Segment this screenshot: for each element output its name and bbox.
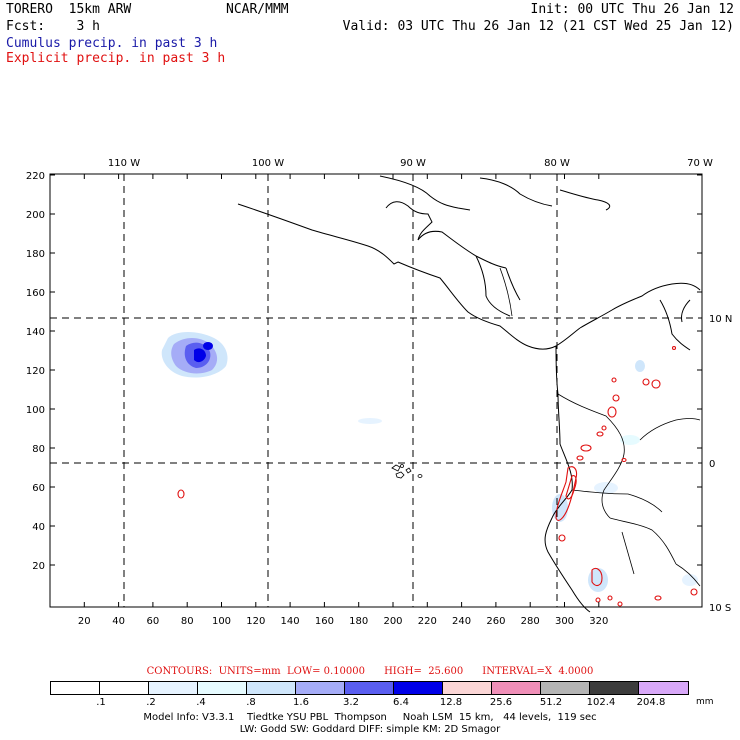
cumulus-precip-shading [161,332,698,592]
colorbar-swatch [149,682,198,694]
x-tick-label: 120 [246,616,265,627]
x-tick-label: 100 [212,616,231,627]
colorbar-label: 3.2 [343,697,359,708]
galapagos-islands [391,464,423,479]
map-frame [49,173,703,608]
lon-label-70w: 70 W [687,158,713,169]
right-lat-labels: 10 N 0 10 S [709,314,732,614]
colorbar-swatch [443,682,492,694]
y-tick-label: 180 [26,249,45,260]
init-time: Init: 00 UTC Thu 26 Jan 12 [530,2,735,17]
y-tick-label: 20 [32,561,45,572]
colorbar-unit: mm [696,697,714,707]
x-tick-label: 300 [555,616,574,627]
x-tick-label: 280 [521,616,540,627]
lat-label-10n: 10 N [709,314,732,325]
x-tick-label: 20 [78,616,91,627]
colorbar-swatch [198,682,247,694]
forecast-hour: Fcst: 3 h [6,19,100,34]
lat-label-10s: 10 S [709,603,731,614]
x-tick-label: 140 [281,616,300,627]
colorbar-swatch [590,682,639,694]
axis-ticks: 20 40 60 80 100 120 140 160 180 200 220 240 260 280 30… [26,171,702,627]
y-tick-label: 80 [32,444,45,455]
colorbar-swatch [541,682,590,694]
colorbar-label: .8 [246,697,256,708]
colorbar-label: .1 [96,697,106,708]
colorbar-swatch [247,682,296,694]
colorbar-label: .4 [196,697,206,708]
y-tick-label: 140 [26,327,45,338]
model-info-line2: LW: Godd SW: Goddard DIFF: simple KM: 2D… [239,724,501,735]
colorbar-label: 6.4 [393,697,409,708]
model-title: TORERO 15km ARW [6,2,132,17]
model-info-line1: Model Info: V3.3.1 Tiedtke YSU PBL Thomp… [143,712,597,723]
lat-label-0: 0 [709,459,715,470]
top-lon-labels: 110 W 100 W 90 W 80 W 70 W [108,158,713,169]
colorbar-swatch [51,682,100,694]
country-borders [499,267,701,587]
x-tick-label: 60 [147,616,160,627]
x-tick-label: 160 [315,616,334,627]
y-tick-label: 200 [26,210,45,221]
contour-info: CONTOURS: UNITS=mm LOW= 0.10000 HIGH= 25… [146,666,594,677]
center-name: NCAR/MMM [226,2,289,17]
lon-label-110w: 110 W [108,158,140,169]
y-tick-label: 120 [26,366,45,377]
valid-time: Valid: 03 UTC Thu 26 Jan 12 (21 CST Wed … [342,19,734,34]
x-tick-label: 200 [383,616,402,627]
colorbar-label: 25.6 [489,697,513,708]
colorbar-label: 12.8 [439,697,463,708]
x-tick-label: 320 [589,616,608,627]
legend-explicit: Explicit precip. in past 3 h [6,51,226,66]
lat-lon-grid [50,174,702,607]
y-tick-label: 100 [26,405,45,416]
colorbar [50,681,689,695]
coastlines [237,175,701,613]
explicit-precip-contours [177,345,698,607]
x-tick-label: 240 [452,616,471,627]
colorbar-label: 204.8 [636,697,666,708]
lon-label-90w: 90 W [400,158,426,169]
x-tick-label: 80 [181,616,194,627]
legend-cumulus: Cumulus precip. in past 3 h [6,36,218,51]
y-tick-label: 160 [26,288,45,299]
precip-map: 110 W 100 W 90 W 80 W 70 W 10 N 0 10 S [26,158,732,627]
lon-label-80w: 80 W [544,158,570,169]
colorbar-swatch [100,682,149,694]
colorbar-swatch [492,682,541,694]
colorbar-swatch [296,682,345,694]
lon-label-100w: 100 W [252,158,284,169]
colorbar-label: 51.2 [539,697,563,708]
x-tick-label: 220 [418,616,437,627]
colorbar-label: .2 [146,697,156,708]
y-tick-label: 60 [32,483,45,494]
colorbar-label: 1.6 [293,697,309,708]
y-tick-label: 220 [26,171,45,182]
y-tick-label: 40 [32,522,45,533]
colorbar-swatch [394,682,443,694]
x-tick-label: 260 [486,616,505,627]
colorbar-swatch [345,682,394,694]
colorbar-label: 102.4 [586,697,616,708]
colorbar-swatch [639,682,688,694]
x-tick-label: 40 [112,616,125,627]
x-tick-label: 180 [349,616,368,627]
